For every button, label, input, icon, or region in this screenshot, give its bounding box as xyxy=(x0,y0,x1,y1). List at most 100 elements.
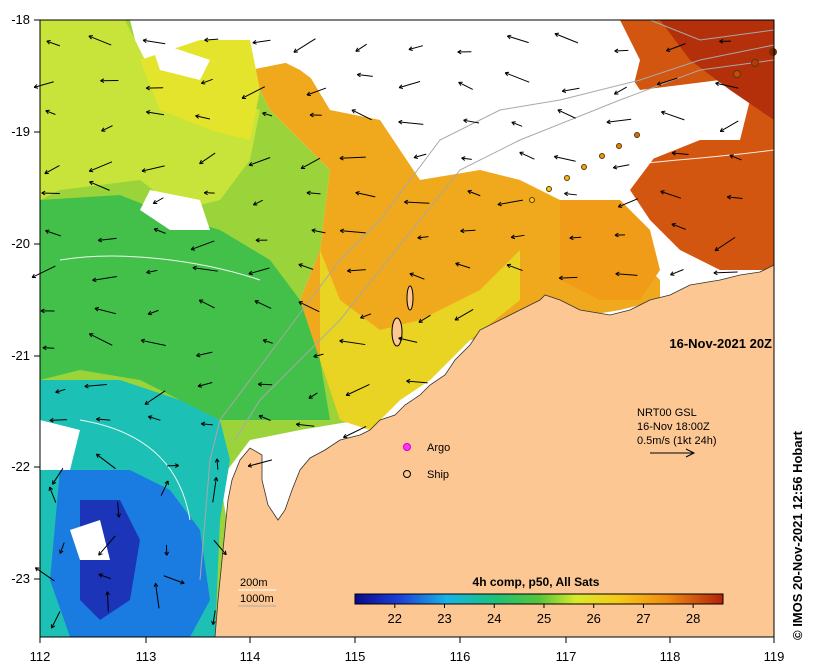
current-arrowhead xyxy=(89,180,94,186)
current-arrow xyxy=(306,192,321,195)
current-arrowhead xyxy=(347,268,352,274)
current-arrow xyxy=(192,267,218,272)
current-arrow xyxy=(347,269,366,272)
current-arrow xyxy=(458,81,473,90)
current-arrow xyxy=(31,265,56,278)
current-arrow xyxy=(557,109,576,119)
current-arrowhead xyxy=(49,417,54,423)
current-arrow xyxy=(671,152,689,155)
current-arrowhead xyxy=(306,190,311,196)
current-arrow xyxy=(201,78,213,84)
current-arrow xyxy=(660,190,682,199)
current-arrowhead xyxy=(463,118,468,124)
current-arrow xyxy=(92,276,117,281)
current-arrowhead xyxy=(50,624,56,629)
current-arrow xyxy=(455,262,471,269)
current-arrow xyxy=(339,156,366,159)
current-arrowhead xyxy=(252,39,257,45)
current-arrowhead xyxy=(606,119,611,125)
current-arrowhead xyxy=(180,580,185,585)
current-arrow xyxy=(204,38,219,41)
land-mass xyxy=(214,264,775,638)
current-arrow xyxy=(241,86,266,99)
current-arrow xyxy=(254,300,272,309)
current-arrow xyxy=(190,240,215,251)
y-axis: -18 -19 -20 -21 -22 -23 xyxy=(11,12,40,586)
colorbar-tick-label: 24 xyxy=(487,611,501,626)
current-arrowhead xyxy=(342,433,348,439)
current-arrowhead xyxy=(339,228,345,234)
current-arrowhead xyxy=(313,353,318,359)
current-arrow xyxy=(195,115,211,120)
current-arrowhead xyxy=(214,458,220,463)
current-arrow xyxy=(355,43,367,52)
current-arrowhead xyxy=(241,94,247,99)
current-arrow xyxy=(44,165,60,175)
current-arrowhead xyxy=(92,277,97,283)
current-arrowhead xyxy=(248,270,253,276)
current-arrow xyxy=(298,263,314,270)
current-arrowhead xyxy=(213,477,219,482)
current-arrow xyxy=(454,308,474,321)
current-arrow xyxy=(144,390,166,405)
current-arrow xyxy=(618,198,639,208)
current-arrowhead xyxy=(511,121,516,126)
x-tick-label: 114 xyxy=(240,649,261,664)
current-arrowhead xyxy=(504,71,510,77)
current-arrow xyxy=(413,153,427,159)
current-arrow xyxy=(101,125,113,132)
current-arrowhead xyxy=(45,109,50,115)
current-arrowhead xyxy=(197,383,203,388)
current-arrowhead xyxy=(44,169,49,175)
current-arrow xyxy=(507,35,529,44)
current-arrow xyxy=(160,480,169,496)
current-arrowhead xyxy=(203,190,208,196)
colorbar-tick-label: 25 xyxy=(537,611,551,626)
current-arrowhead xyxy=(339,155,344,161)
current-arrow xyxy=(398,81,421,89)
current-arrowhead xyxy=(147,310,153,316)
colorbar-title: 4h comp, p50, All Sats xyxy=(473,575,600,589)
current-arrowhead xyxy=(467,189,472,195)
current-arrowhead xyxy=(612,164,618,170)
current-arrowhead xyxy=(42,345,47,351)
current-arrow xyxy=(497,199,523,206)
current-arrowhead xyxy=(458,81,463,86)
current-arrow xyxy=(300,157,321,169)
current-arrowhead xyxy=(300,164,306,170)
current-arrowhead xyxy=(144,400,150,405)
current-arrowhead xyxy=(195,114,200,119)
current-arrowhead xyxy=(298,263,303,268)
current-arrow xyxy=(713,271,738,274)
current-arrowhead xyxy=(460,228,465,234)
colorbar-tick-label: 26 xyxy=(586,611,600,626)
current-arrowhead xyxy=(88,167,94,173)
current-arrow xyxy=(59,542,65,554)
current-arrow xyxy=(727,196,743,200)
current-arrow xyxy=(293,38,316,53)
current-arrow xyxy=(89,181,110,191)
current-arrow xyxy=(296,423,315,427)
bathy-1000m: 1000m xyxy=(240,593,274,605)
current-arrow xyxy=(614,49,629,52)
x-axis: 112 113 114 115 116 117 118 119 xyxy=(30,637,784,664)
current-arrow xyxy=(117,501,120,518)
current-arrow xyxy=(51,611,61,629)
current-arrowhead xyxy=(295,422,301,427)
current-arrowhead xyxy=(309,112,314,118)
argo-label: Argo xyxy=(427,442,450,454)
current-arrow xyxy=(89,161,113,172)
current-arrow xyxy=(146,269,158,274)
current-arrowhead xyxy=(617,203,623,208)
current-arrow xyxy=(89,333,113,346)
current-arrowhead xyxy=(355,190,360,196)
current-arrowhead xyxy=(553,154,559,160)
current-arrow xyxy=(41,192,60,195)
current-arrow xyxy=(670,269,684,276)
current-arrow xyxy=(511,121,523,127)
current-arrowhead xyxy=(96,416,101,422)
current-arrow xyxy=(569,236,582,239)
current-arrow xyxy=(360,313,372,319)
current-arrow xyxy=(554,156,576,162)
current-arrow xyxy=(106,591,109,612)
